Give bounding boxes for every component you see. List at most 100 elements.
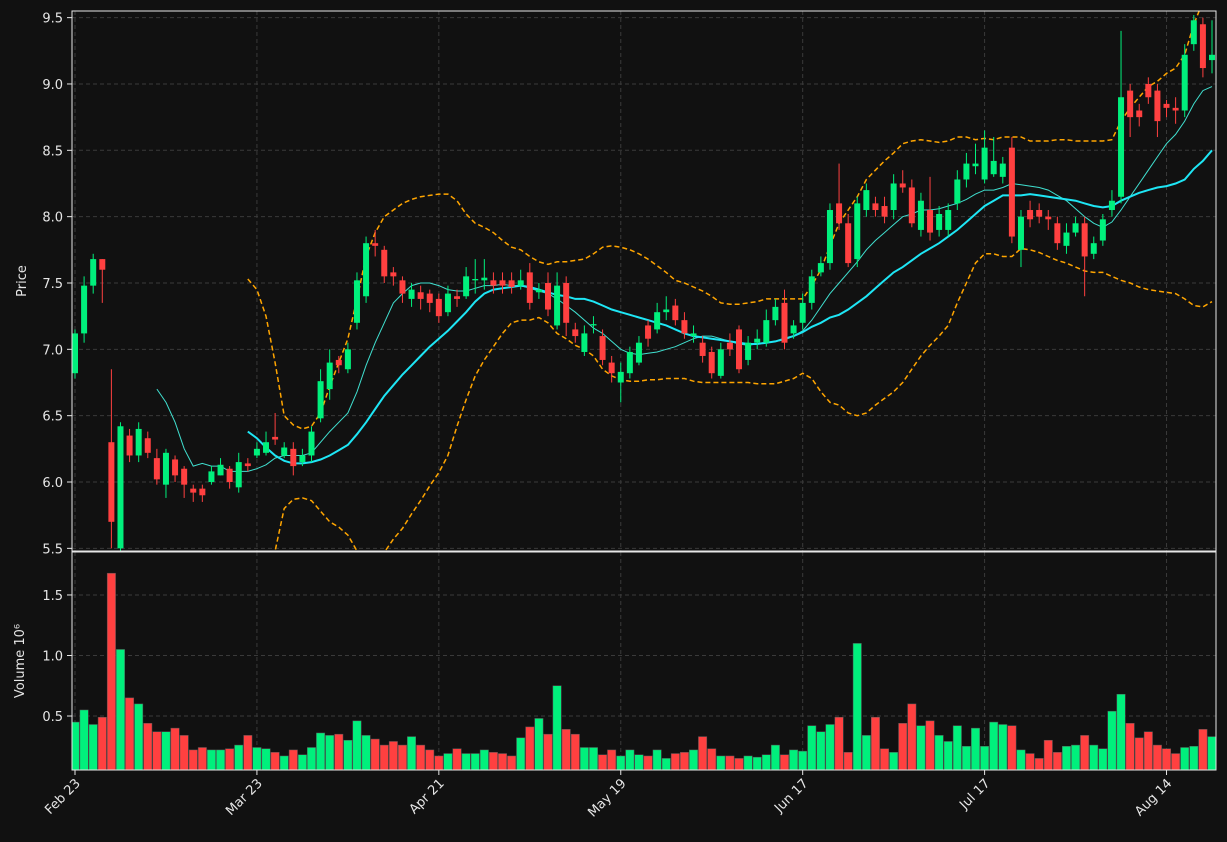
- candle-body: [399, 280, 406, 294]
- candle-body: [535, 289, 542, 293]
- volume-bar: [261, 748, 271, 770]
- candle-body: [745, 342, 752, 360]
- volume-bar: [79, 709, 89, 770]
- candle-body: [253, 448, 260, 456]
- candle-body: [590, 324, 597, 326]
- volume-bar: [734, 758, 744, 770]
- candle-body: [299, 455, 306, 463]
- candle-body: [472, 279, 479, 281]
- candle-body: [1163, 103, 1170, 108]
- overlay-line: [247, 11, 1200, 430]
- candle-body: [517, 280, 524, 286]
- volume-bar: [861, 735, 871, 770]
- volume-bar: [1098, 748, 1108, 770]
- volume-bar: [1007, 725, 1017, 770]
- candle-body: [526, 272, 533, 303]
- volume-bar: [943, 741, 953, 770]
- y-tick-label: 9.5: [42, 12, 63, 27]
- candle-body: [917, 200, 924, 230]
- volume-bar: [252, 747, 262, 770]
- volume-bars: [72, 572, 1216, 770]
- candle-body: [1008, 147, 1015, 237]
- candle-body: [226, 468, 233, 483]
- volume-bar: [689, 749, 698, 770]
- candle-body: [963, 163, 970, 180]
- volume-bar: [1080, 735, 1090, 770]
- volume-bar: [106, 572, 116, 770]
- volume-bar: [234, 744, 244, 770]
- y-tick-label: 0.5: [42, 710, 63, 725]
- volume-bar: [670, 753, 680, 770]
- volume-bar: [780, 754, 789, 770]
- candle-body: [990, 160, 997, 175]
- candle-body: [235, 462, 242, 488]
- candle-body: [1090, 243, 1097, 254]
- candle-body: [217, 464, 224, 476]
- y-tick-label: 8.0: [42, 211, 63, 226]
- candle-body: [681, 320, 688, 334]
- volume-bar: [1071, 744, 1081, 770]
- volume-bar: [125, 697, 135, 770]
- volume-bar: [370, 738, 380, 770]
- volume-bar: [170, 727, 180, 770]
- overlay-line: [156, 86, 1213, 472]
- volume-bar: [243, 735, 253, 770]
- volume-bar: [270, 752, 280, 770]
- volume-bar: [679, 752, 689, 770]
- candle-body: [899, 183, 906, 188]
- candle-body: [81, 285, 88, 334]
- volume-bar: [379, 744, 389, 770]
- volume-bar: [325, 735, 335, 770]
- candle-body: [72, 333, 79, 374]
- candle-body: [826, 210, 833, 264]
- candle-body: [936, 213, 943, 230]
- volume-bar: [498, 753, 507, 770]
- candle-body: [672, 305, 679, 321]
- candle-body: [99, 259, 106, 270]
- volume-axis-label: Volume 10⁶: [13, 624, 28, 698]
- volume-bar: [361, 735, 371, 770]
- volume-bar: [1198, 729, 1208, 770]
- candle-body: [1118, 97, 1125, 197]
- volume-bar: [279, 755, 289, 770]
- candle-body: [181, 468, 188, 485]
- candle-body: [799, 302, 806, 323]
- volume-frame: [71, 551, 1217, 771]
- volume-bar: [925, 720, 935, 770]
- candle-body: [408, 289, 415, 299]
- volume-bar: [652, 749, 662, 770]
- candle-body: [499, 280, 506, 286]
- candle-body: [381, 249, 388, 277]
- candle-body: [645, 325, 652, 339]
- candle-body: [372, 243, 379, 246]
- volume-bar: [1089, 744, 1099, 770]
- volume-bar: [398, 744, 407, 770]
- price-axis-label: Price: [15, 265, 30, 297]
- candle-body: [772, 306, 779, 321]
- candle-body: [726, 342, 733, 350]
- volume-bar: [834, 716, 844, 770]
- candle-body: [927, 210, 934, 233]
- volume-bar: [825, 724, 835, 770]
- candle-body: [908, 187, 915, 224]
- candle-body: [1045, 216, 1052, 220]
- candle-body: [617, 371, 624, 383]
- candle-body: [708, 351, 715, 374]
- volume-bar: [334, 733, 344, 770]
- volume-bar: [179, 735, 189, 770]
- candle-body: [244, 463, 251, 467]
- volume-bar: [607, 749, 617, 770]
- candle-body: [1190, 20, 1197, 45]
- candle-body: [1108, 200, 1115, 211]
- candle-body: [608, 362, 615, 374]
- candle-body: [599, 336, 606, 360]
- candle-body: [717, 349, 724, 376]
- candle-body: [654, 312, 661, 330]
- candle-body: [1063, 232, 1070, 246]
- candle-body: [326, 362, 333, 390]
- volume-bar: [870, 716, 880, 770]
- candle-body: [317, 381, 324, 419]
- volume-bar: [88, 724, 98, 770]
- y-tick-label: 7.0: [42, 343, 63, 358]
